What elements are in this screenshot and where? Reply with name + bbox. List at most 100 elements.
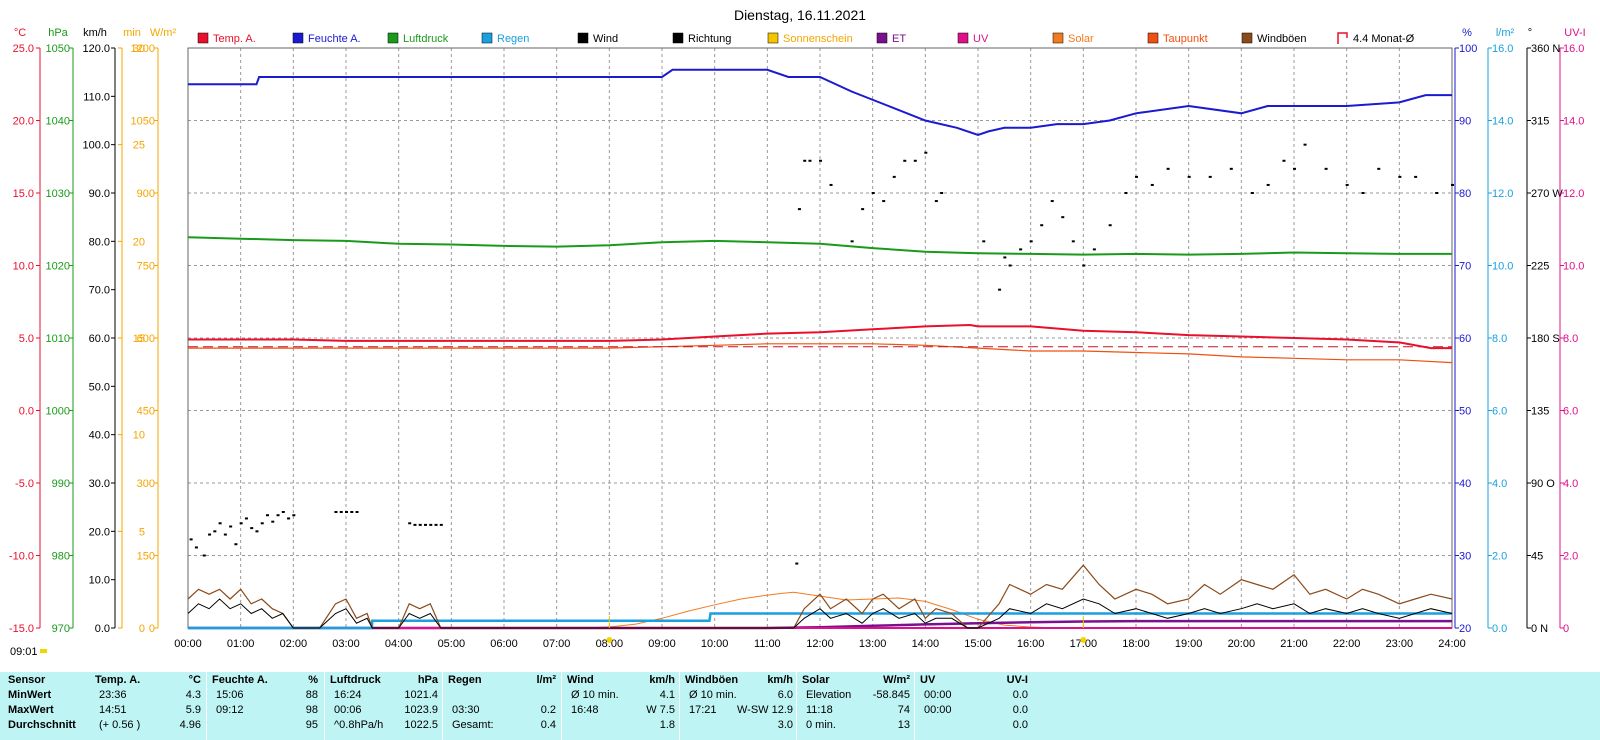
rain-tick-label: 10.0 (1492, 261, 1513, 273)
pressure-tick-label: 970 (52, 623, 70, 635)
direction-point (1150, 183, 1154, 186)
direction-point (795, 562, 799, 565)
series-feuchte-a- (188, 68, 1452, 137)
sunrise-marker (40, 649, 47, 653)
x-tick-label: 04:00 (385, 638, 413, 650)
x-tick-label: 21:00 (1280, 638, 1308, 650)
wind-tick-label: 60.0 (89, 333, 110, 345)
stats-max-value: 0.2 (540, 704, 556, 716)
stats-avg-extra: 0 min. (806, 719, 836, 731)
stats-min-time: 23:36 (99, 689, 127, 701)
direction-point (1361, 192, 1365, 194)
direction-point (244, 517, 248, 520)
stats-min-time: Ø 10 min. (689, 689, 737, 701)
stats-avg-extra: ^0.8hPa/h (334, 719, 384, 731)
direction-tick-label: 225 (1531, 261, 1549, 273)
direction-point (850, 240, 854, 243)
uv-tick-label: 6.0 (1563, 406, 1578, 418)
x-tick-label: 02:00 (280, 638, 308, 650)
stats-min-value: 1021.4 (404, 689, 438, 701)
x-tick-label: 17:00 (1070, 638, 1098, 650)
stats-col-header: Solar (802, 674, 830, 686)
direction-point (408, 522, 412, 525)
solar-tick-label: 750 (137, 261, 155, 273)
legend-swatch (292, 32, 304, 44)
direction-point (982, 240, 986, 243)
axes: °C 25.0 20.0 15.0 10.0 5.0 0.0 -5.0 -10.0 -15.0 hP… (9, 27, 1586, 650)
direction-point (202, 554, 206, 557)
sunshine-tick-label: 30 (133, 43, 145, 55)
direction-point (1229, 167, 1233, 170)
stats-avg-value: 13 (897, 719, 910, 731)
x-tick-label: 23:00 (1386, 638, 1414, 650)
temp-tick-label: 20.0 (13, 116, 34, 128)
wind-tick-label: 20.0 (89, 526, 110, 538)
legend-label: Taupunkt (1163, 33, 1208, 45)
grid (187, 47, 1453, 629)
stats-col-header: Windböen (685, 674, 739, 686)
stats-table: Sensor MinWert MaxWert Durchschnitt Temp. A.… (0, 672, 1600, 740)
legend-label: Windböen (1257, 33, 1307, 45)
rain-tick-label: 2.0 (1492, 551, 1507, 563)
direction-point (1008, 264, 1012, 267)
wind-tick-label: 110.0 (83, 91, 110, 103)
wind-tick-label: 120.0 (82, 43, 110, 55)
stats-avg-value: 0.4 (540, 719, 556, 731)
direction-point (871, 192, 875, 194)
stats-max-value: W 7.5 (646, 704, 675, 716)
wind-tick-label: 40.0 (89, 430, 110, 442)
direction-point (281, 511, 285, 513)
direction-point (189, 538, 193, 541)
stats-min-value: 88 (305, 689, 318, 701)
direction-tick-label: 315 (1531, 116, 1549, 128)
stats-avg-extra: (+ 0.56 ) (99, 719, 141, 731)
direction-point (334, 511, 338, 513)
stats-row-label: Sensor (8, 674, 46, 686)
direction-point (913, 159, 917, 162)
solar-axis-unit: W/m² (150, 27, 177, 39)
direction-point (1377, 167, 1381, 170)
direction-point (1435, 192, 1439, 194)
direction-point (1029, 240, 1033, 243)
legend-swatch (197, 32, 209, 44)
direction-point (439, 523, 443, 526)
direction-point (413, 523, 417, 526)
stats-col-header: Feuchte A. (212, 674, 268, 686)
direction-point (1398, 175, 1402, 178)
legend-swatch (1147, 32, 1159, 44)
stats-min-time: 15:06 (216, 689, 244, 701)
direction-tick-label: 360 N (1531, 43, 1560, 55)
direction-point (234, 543, 238, 546)
direction-point (239, 522, 243, 525)
direction-point (223, 533, 227, 536)
x-tick-label: 14:00 (912, 638, 940, 650)
stats-max-value: 74 (897, 704, 910, 716)
humidity-tick-label: 80 (1459, 188, 1471, 200)
direction-point (892, 175, 896, 178)
stats-min-value: 4.1 (659, 689, 675, 701)
legend-swatch (876, 32, 888, 44)
humidity-tick-label: 90 (1459, 116, 1471, 128)
x-tick-label: 20:00 (1228, 638, 1256, 650)
stats-max-value: W-SW 12.9 (736, 704, 793, 716)
direction-point (940, 192, 944, 194)
direction-point (1135, 175, 1138, 178)
x-tick-label: 06:00 (490, 638, 518, 650)
legend-label: ET (892, 33, 906, 45)
solar-tick-label: 600 (137, 333, 155, 345)
direction-point (194, 546, 198, 549)
stats-max-time: 03:30 (452, 704, 480, 716)
direction-point (803, 159, 807, 162)
stats-min-value: 4.3 (185, 689, 201, 701)
rain-tick-label: 14.0 (1492, 116, 1513, 128)
x-tick-label: 13:00 (859, 638, 887, 650)
wind-tick-label: 80.0 (89, 236, 110, 248)
stats-max-value: 0.0 (1012, 704, 1028, 716)
direction-tick-label: 180 S (1531, 333, 1560, 345)
legend-swatch (387, 32, 399, 44)
direction-point (1451, 183, 1454, 186)
x-tick-label: 12:00 (806, 638, 834, 650)
weather-chart: Dienstag, 16.11.2021 °C 25.0 20.0 15.0 10.0 5… (9, 7, 1586, 658)
stats-separator (206, 672, 207, 740)
legend-label: UV (973, 33, 989, 45)
